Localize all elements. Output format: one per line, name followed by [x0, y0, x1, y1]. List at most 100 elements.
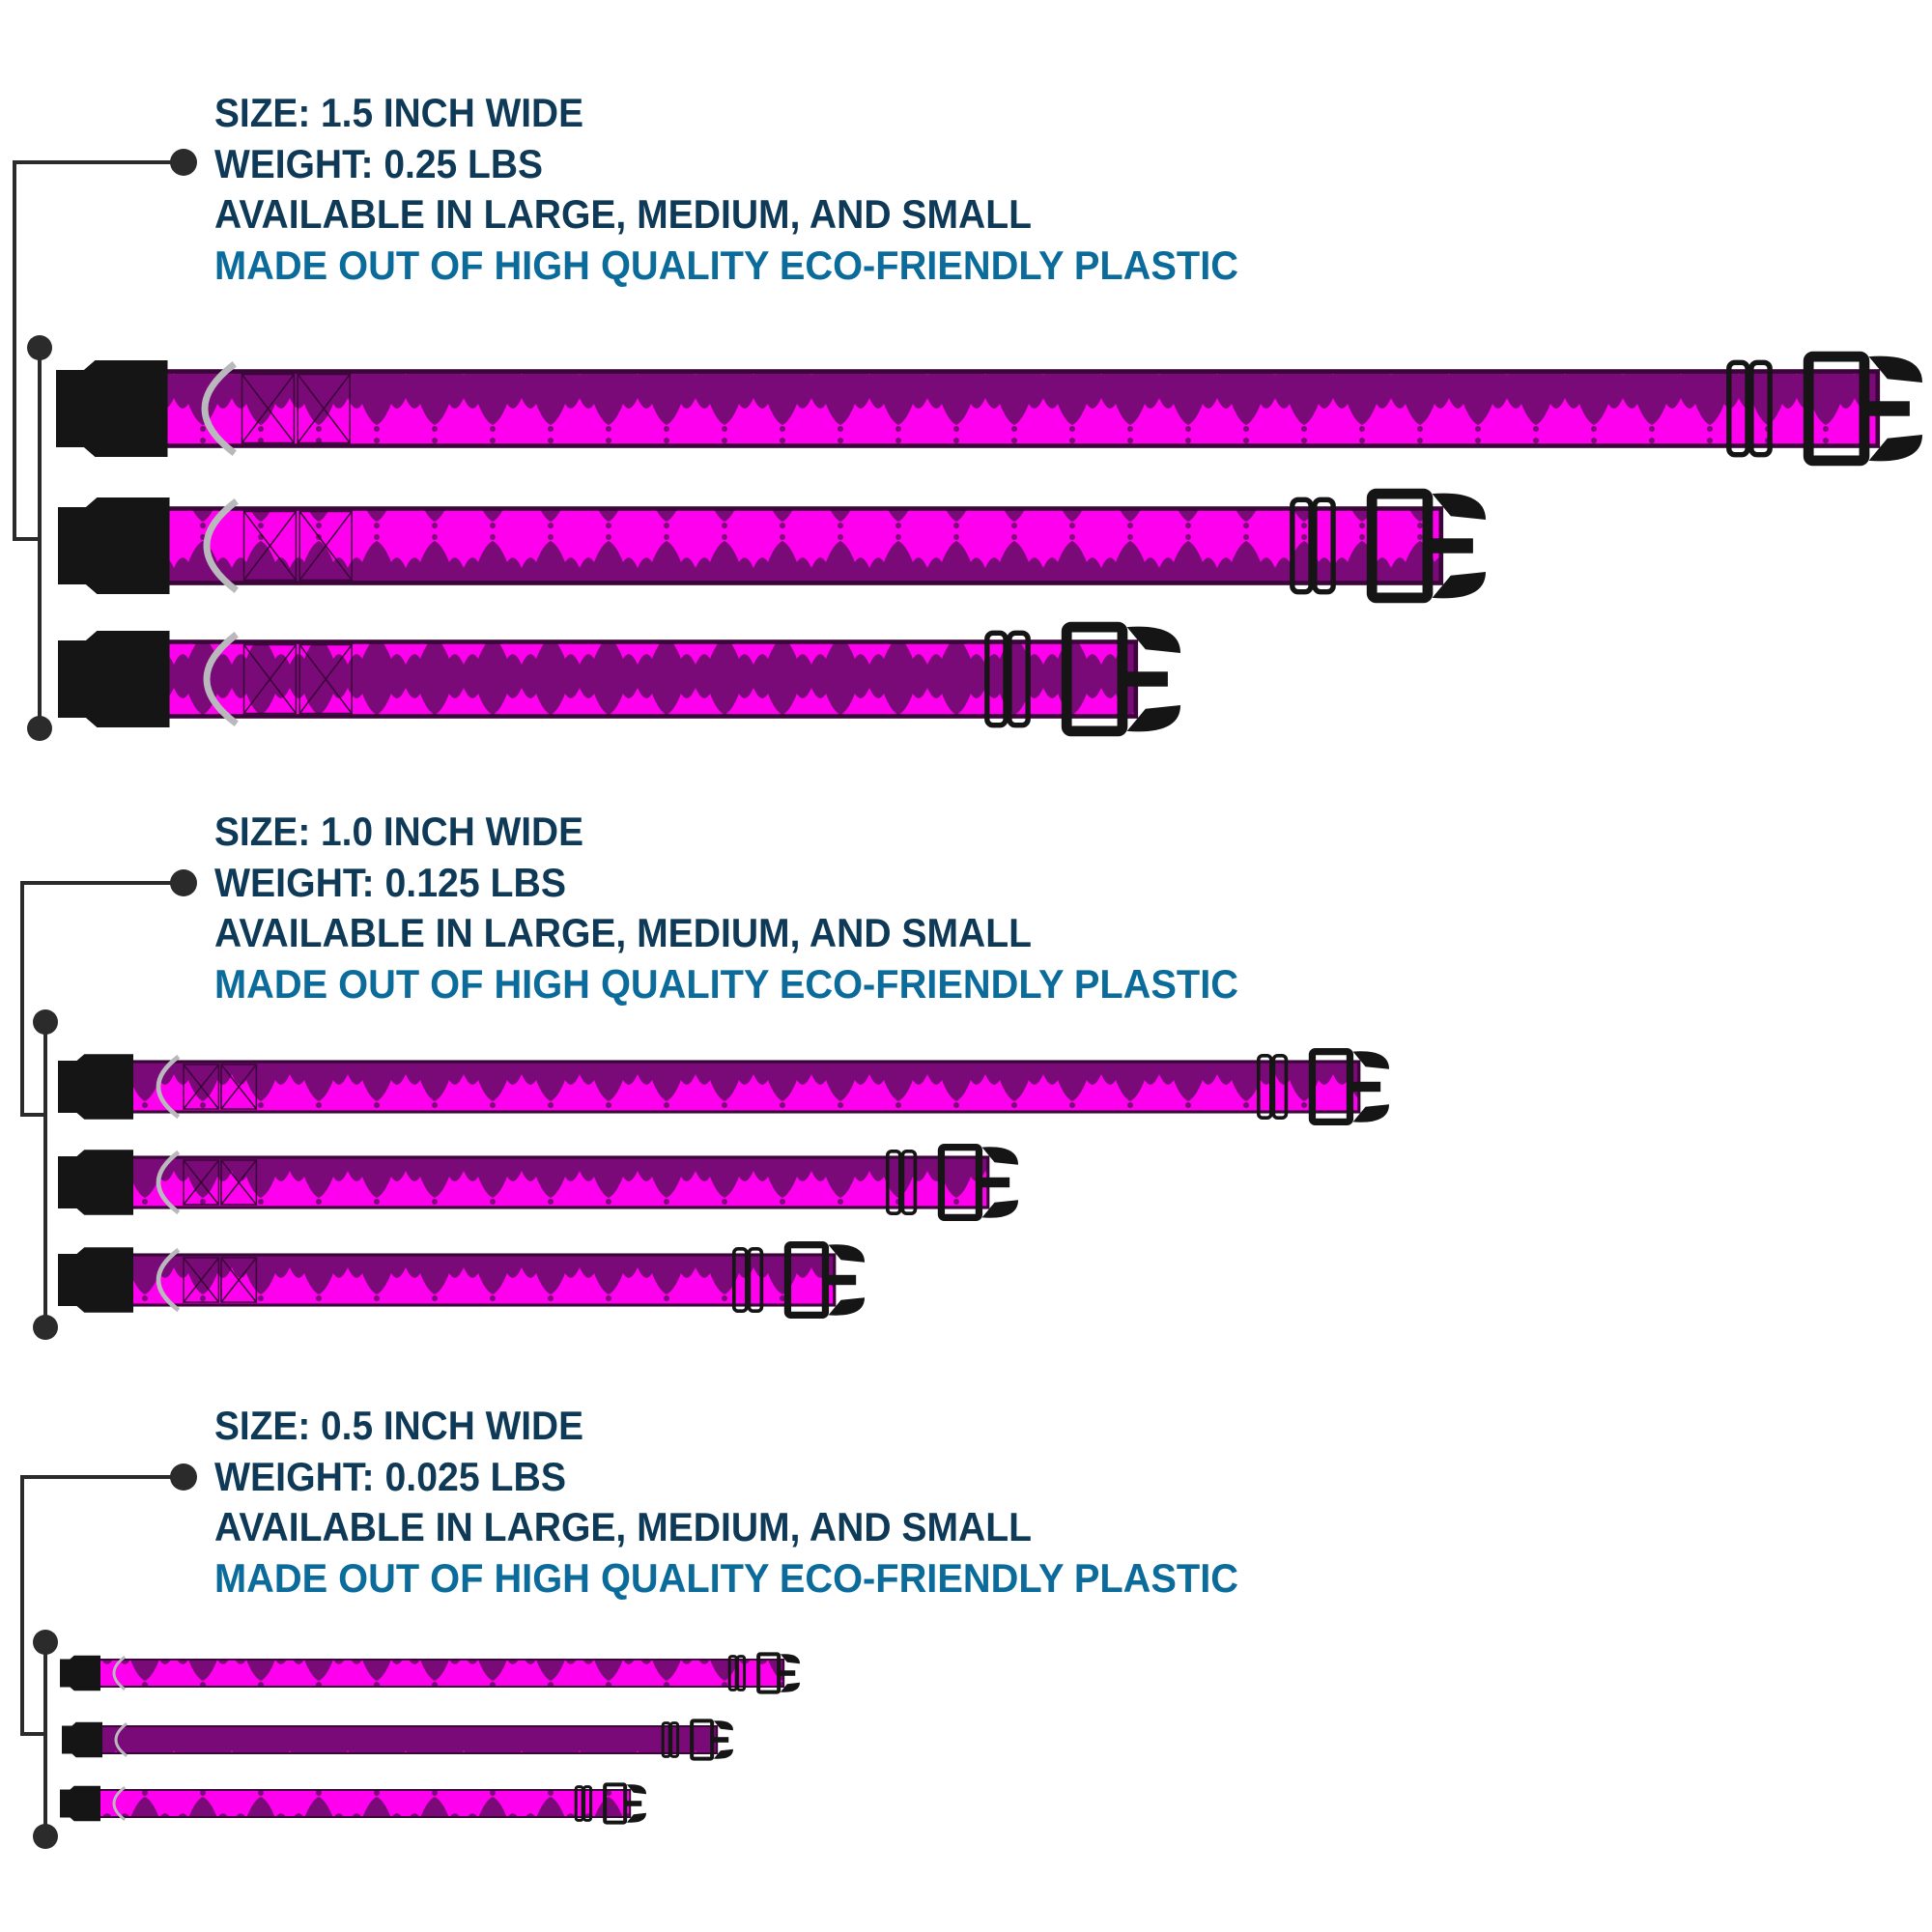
collar-band [93, 1725, 719, 1754]
slider-loop [731, 1246, 749, 1314]
collar [58, 1047, 1389, 1126]
buckle-prong [713, 1737, 729, 1743]
buckle-prong [1352, 1081, 1381, 1093]
buckle-prong [713, 1720, 733, 1731]
buckle-prong [981, 1147, 1018, 1165]
slider-loop [900, 1149, 918, 1216]
buckle-prong [1352, 1051, 1389, 1069]
buckle-prong [1126, 671, 1168, 687]
slider-loop [885, 1149, 902, 1216]
bracket-connector [13, 149, 197, 741]
buckle-female [58, 630, 170, 728]
slider-loop [984, 630, 1009, 728]
buckle-prong [981, 1200, 1018, 1218]
collar-band [116, 1155, 990, 1209]
availability-label: AVAILABLE IN LARGE, MEDIUM, AND SMALL [214, 910, 1032, 955]
slider-loop [1271, 1053, 1289, 1121]
collar-band [91, 1659, 785, 1688]
buckle-prong [1126, 626, 1180, 654]
buckle-female [58, 1247, 133, 1313]
d-ring [201, 361, 237, 456]
bracket-connector [20, 1463, 197, 1849]
buckle-prong [981, 1177, 1010, 1188]
size-label: SIZE: 1.5 INCH WIDE [214, 90, 583, 135]
collar-illustrations [56, 351, 1922, 1825]
collar-band [116, 1060, 1361, 1114]
d-ring [156, 1150, 181, 1215]
d-ring [112, 1786, 127, 1821]
buckle-female [58, 1150, 133, 1215]
buckle-prong [1352, 1104, 1389, 1122]
buckle-frame [1308, 1047, 1354, 1126]
slider-loop [747, 1246, 764, 1314]
buckle-female [60, 1655, 100, 1691]
collar [58, 1240, 865, 1320]
collar-band [145, 506, 1444, 585]
buckle-frame [783, 1240, 830, 1320]
buckle-female [58, 497, 170, 595]
buckle-frame [1803, 351, 1870, 467]
availability-label: AVAILABLE IN LARGE, MEDIUM, AND SMALL [214, 191, 1032, 237]
size-label: SIZE: 0.5 INCH WIDE [214, 1403, 583, 1448]
stitch-pattern [242, 510, 353, 582]
stitch-pattern [242, 643, 353, 715]
buckle-frame [690, 1719, 715, 1761]
slider-loop [1312, 497, 1336, 595]
buckle-female [60, 1785, 100, 1822]
slider-loop [582, 1785, 593, 1822]
buckle-prong [1432, 493, 1486, 521]
slider-loop [1007, 630, 1031, 728]
availability-label: AVAILABLE IN LARGE, MEDIUM, AND SMALL [214, 1504, 1032, 1549]
buckle-prong [828, 1297, 865, 1316]
spec-section-2: SIZE: 1.0 INCH WIDE WEIGHT: 0.125 LBS AV… [20, 809, 1238, 1340]
buckle-prong [828, 1244, 865, 1263]
spec-section-1: SIZE: 1.5 INCH WIDE WEIGHT: 0.25 LBS AVA… [13, 90, 1238, 741]
buckle-female [56, 359, 168, 458]
buckle-prong [626, 1812, 646, 1823]
collar [58, 621, 1180, 737]
stitch-pattern [183, 1064, 258, 1110]
slider-loop [1290, 497, 1314, 595]
buckle-prong [713, 1748, 733, 1759]
buckle-prong [1432, 538, 1473, 554]
slider-loop [669, 1721, 680, 1758]
stitch-pattern [241, 373, 351, 444]
collar-band [116, 1253, 837, 1307]
weight-label: WEIGHT: 0.25 LBS [214, 141, 543, 186]
buckle-female [58, 1054, 133, 1120]
d-ring [114, 1722, 128, 1757]
collar [60, 1782, 646, 1825]
buckle-prong [828, 1274, 857, 1286]
collar [62, 1719, 733, 1761]
slider-loop [1748, 359, 1773, 458]
buckle-prong [1868, 434, 1922, 462]
collar [58, 1143, 1018, 1222]
spec-section-3: SIZE: 0.5 INCH WIDE WEIGHT: 0.025 LBS AV… [20, 1403, 1238, 1849]
buckle-prong [780, 1654, 800, 1664]
bracket-connector [20, 869, 197, 1340]
buckle-prong [626, 1801, 642, 1806]
buckle-prong [1868, 355, 1922, 384]
buckle-female [62, 1721, 102, 1758]
buckle-prong [1868, 401, 1910, 416]
buckle-frame [937, 1143, 983, 1222]
material-label: MADE OUT OF HIGH QUALITY ECO-FRIENDLY PL… [214, 242, 1238, 288]
d-ring [112, 1656, 127, 1690]
slider-loop [736, 1655, 747, 1691]
buckle-frame [756, 1652, 781, 1694]
d-ring [203, 632, 239, 726]
collar-band [143, 369, 1881, 448]
material-label: MADE OUT OF HIGH QUALITY ECO-FRIENDLY PL… [214, 1555, 1238, 1601]
collar [58, 488, 1486, 604]
collar [56, 351, 1922, 467]
collar-band [91, 1789, 632, 1818]
buckle-frame [1366, 488, 1434, 604]
stitch-pattern [183, 1257, 258, 1303]
buckle-prong [1432, 571, 1486, 599]
slider-loop [1726, 359, 1750, 458]
buckle-prong [626, 1784, 646, 1795]
buckle-frame [1061, 621, 1128, 737]
material-label: MADE OUT OF HIGH QUALITY ECO-FRIENDLY PL… [214, 961, 1238, 1007]
stitch-pattern [183, 1159, 258, 1206]
